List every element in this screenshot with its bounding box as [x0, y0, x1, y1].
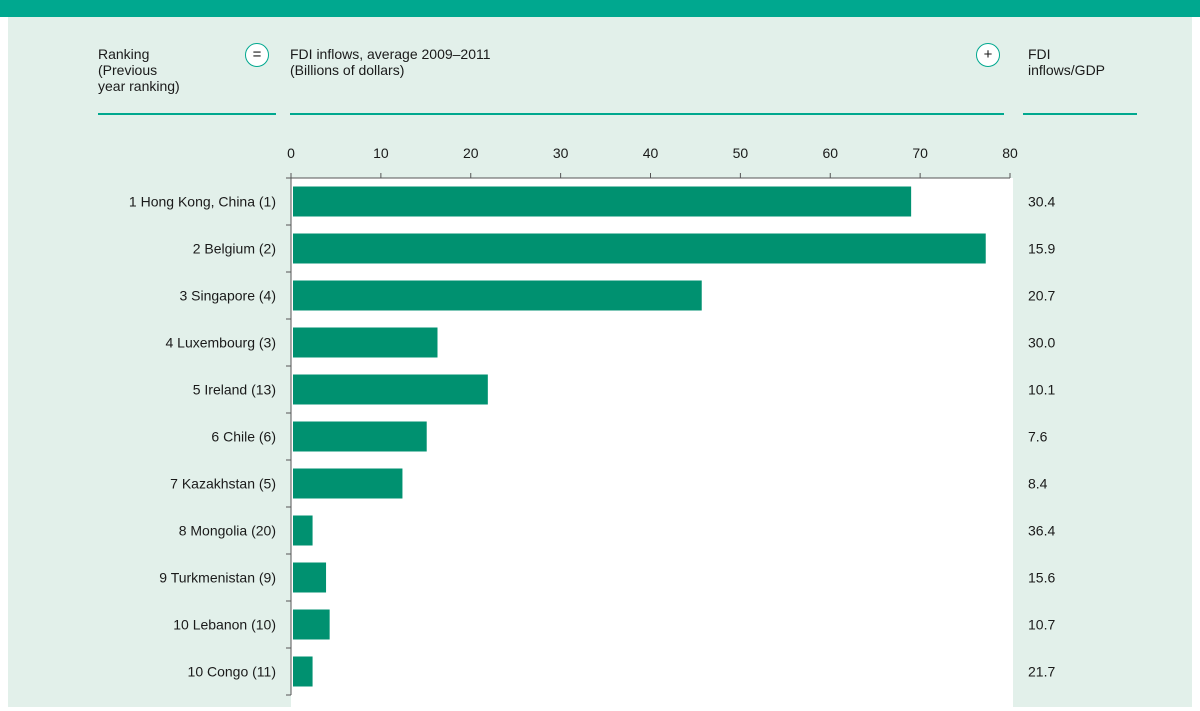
category-label: 10 Congo (11): [188, 664, 276, 680]
bar: [293, 515, 313, 546]
header-rule-right: [1023, 113, 1137, 115]
fdi-gdp-value: 30.4: [1028, 194, 1055, 210]
fdi-gdp-header: FDI inflows/GDP: [1028, 46, 1106, 78]
bar: [293, 374, 488, 405]
category-label: 2 Belgium (2): [193, 241, 276, 257]
ranking-header: Ranking (Previous year ranking): [98, 46, 180, 94]
x-tick-label: 50: [733, 145, 749, 161]
category-label: 1 Hong Kong, China (1): [129, 194, 276, 210]
bar: [293, 327, 438, 358]
category-label: 6 Chile (6): [211, 429, 276, 445]
bar: [293, 609, 330, 640]
fdi-gdp-value: 15.6: [1028, 570, 1055, 586]
fdi-gdp-value: 20.7: [1028, 288, 1055, 304]
fdi-gdp-value: 8.4: [1028, 476, 1048, 492]
fdi-gdp-value: 10.1: [1028, 382, 1055, 398]
category-label: 8 Mongolia (20): [179, 523, 276, 539]
category-label: 9 Turkmenistan (9): [159, 570, 276, 586]
x-tick-label: 10: [373, 145, 389, 161]
header-rule-left: [98, 113, 276, 115]
x-tick-label: 80: [1002, 145, 1018, 161]
fdi-gdp-value: 15.9: [1028, 241, 1055, 257]
bar: [293, 186, 912, 217]
category-label: 5 Ireland (13): [193, 382, 276, 398]
fdi-gdp-value: 36.4: [1028, 523, 1055, 539]
x-tick-label: 70: [912, 145, 928, 161]
top-accent-band: [0, 0, 1200, 17]
bar: [293, 280, 702, 311]
bar: [293, 233, 986, 264]
plus-icon: +: [976, 43, 1000, 67]
bar: [293, 468, 403, 499]
fdi-gdp-value: 30.0: [1028, 335, 1055, 351]
fdi-inflows-header: FDI inflows, average 2009–2011 (Billions…: [290, 46, 491, 78]
x-tick-label: 40: [643, 145, 659, 161]
x-tick-label: 0: [287, 145, 295, 161]
fdi-gdp-value: 7.6: [1028, 429, 1048, 445]
x-tick-label: 60: [822, 145, 838, 161]
x-tick-label: 20: [463, 145, 479, 161]
category-label: 7 Kazakhstan (5): [170, 476, 276, 492]
bar: [293, 421, 427, 452]
bar: [293, 562, 327, 593]
category-label: 4 Luxembourg (3): [165, 335, 276, 351]
x-tick-label: 30: [553, 145, 569, 161]
bar: [293, 656, 313, 687]
fdi-gdp-value: 21.7: [1028, 664, 1055, 680]
equal-icon: =: [245, 43, 269, 67]
header-rule-main: [290, 113, 1004, 115]
category-label: 10 Lebanon (10): [173, 617, 276, 633]
category-label: 3 Singapore (4): [179, 288, 276, 304]
fdi-gdp-value: 10.7: [1028, 617, 1055, 633]
